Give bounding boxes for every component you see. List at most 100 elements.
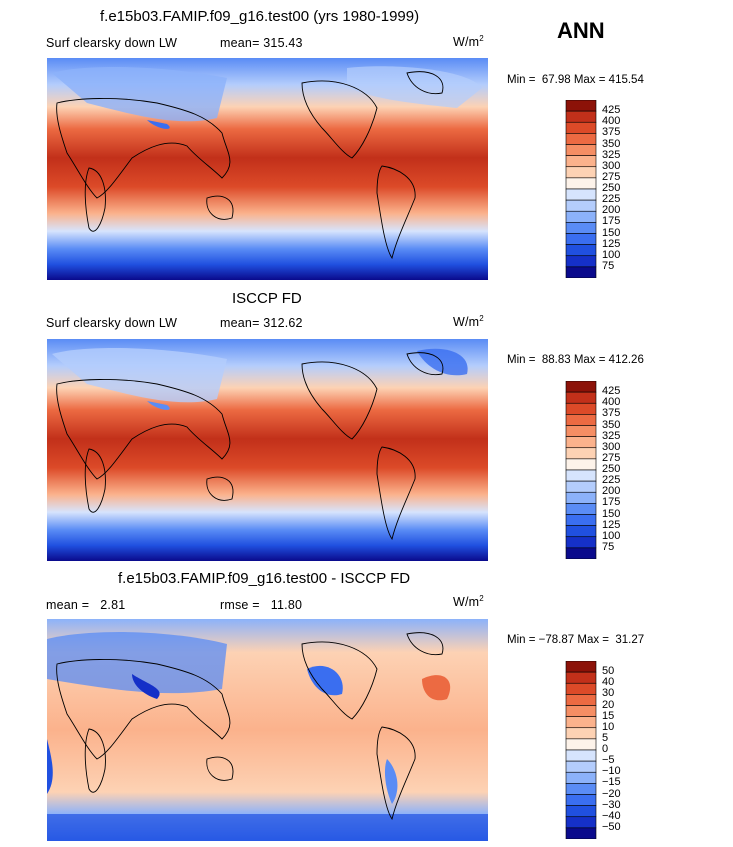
colorbar-box bbox=[565, 177, 597, 190]
colorbar-tick-label: 15 bbox=[602, 709, 615, 722]
colorbar-box bbox=[565, 233, 597, 245]
colorbar-tick-label: −5 bbox=[602, 754, 615, 767]
colorbar-tick-label: 100 bbox=[602, 248, 621, 261]
colorbar-tick-label: 10 bbox=[602, 720, 615, 733]
colorbar-tick-label: 40 bbox=[602, 676, 615, 689]
colorbar-tick-label: 300 bbox=[602, 159, 621, 172]
panel2-variable: Surf clearsky down LW bbox=[46, 316, 178, 330]
colorbar-tick-label: 100 bbox=[602, 529, 621, 542]
colorbar-tick-label: 150 bbox=[602, 507, 621, 520]
colorbar-box bbox=[565, 771, 597, 784]
colorbar-tick-label: 350 bbox=[602, 137, 621, 150]
panel2-minmax: Min = 88.83 Max = 412.26 bbox=[507, 354, 644, 366]
colorbar-tick-label: −50 bbox=[602, 820, 621, 833]
colorbar-box bbox=[565, 491, 597, 504]
colorbar-box bbox=[565, 244, 597, 257]
colorbar-box bbox=[565, 738, 597, 751]
colorbar-box bbox=[565, 525, 597, 538]
colorbar-tick-label: 30 bbox=[602, 687, 615, 700]
panel1-units: W/m2 bbox=[453, 34, 484, 50]
panel2-mean: mean= 312.62 bbox=[220, 316, 303, 330]
colorbar-tick-label: −20 bbox=[602, 787, 621, 800]
colorbar-box bbox=[565, 827, 597, 839]
colorbar-box bbox=[565, 414, 597, 426]
colorbar-box bbox=[565, 155, 597, 168]
colorbar-tick-label: 400 bbox=[602, 115, 621, 128]
colorbar-box bbox=[565, 166, 597, 179]
season-label: ANN bbox=[557, 18, 605, 43]
panel1-minmax: Min = 67.98 Max = 415.54 bbox=[507, 74, 644, 86]
panel1-variable: Surf clearsky down LW bbox=[46, 36, 178, 50]
colorbar-box bbox=[565, 391, 597, 404]
colorbar-tick-label: 325 bbox=[602, 148, 621, 161]
colorbar-tick-label: −10 bbox=[602, 765, 621, 778]
colorbar-tick-label: 75 bbox=[602, 540, 615, 553]
colorbar-tick-label: −40 bbox=[602, 809, 621, 822]
colorbar-tick-label: −15 bbox=[602, 776, 621, 789]
colorbar-box bbox=[565, 110, 597, 123]
colorbar-box bbox=[565, 469, 597, 482]
colorbar-box bbox=[565, 682, 597, 695]
colorbar-tick-label: 125 bbox=[602, 518, 621, 531]
panel1-colorbar-labels: 425 400 375 350 325 300 275 250 225 200 175 150 125 1… bbox=[602, 100, 642, 278]
panel3-map bbox=[47, 619, 488, 841]
panel3-mean: mean = 2.81 bbox=[46, 598, 126, 612]
colorbar-tick-label: 20 bbox=[602, 698, 615, 711]
colorbar-tick-label: 350 bbox=[602, 418, 621, 431]
colorbar-box bbox=[565, 210, 597, 223]
colorbar-box bbox=[565, 503, 597, 515]
colorbar-box bbox=[565, 222, 597, 234]
colorbar-box bbox=[565, 266, 597, 278]
colorbar-box bbox=[565, 514, 597, 526]
panel2-title: ISCCP FD bbox=[232, 290, 302, 307]
colorbar-box bbox=[565, 199, 597, 212]
panel2-mean-value: 312.62 bbox=[263, 316, 303, 330]
colorbar-box bbox=[565, 402, 597, 415]
colorbar-box bbox=[565, 805, 597, 818]
colorbar-tick-label: 275 bbox=[602, 451, 621, 464]
colorbar-box bbox=[565, 727, 597, 740]
panel3-rmse: rmse = 11.80 bbox=[220, 598, 303, 612]
colorbar-box bbox=[565, 705, 597, 717]
panel2-units: W/m2 bbox=[453, 314, 484, 330]
colorbar-tick-label: 175 bbox=[602, 496, 621, 509]
colorbar-tick-label: 375 bbox=[602, 126, 621, 139]
colorbar-box bbox=[565, 133, 597, 145]
colorbar-tick-label: 300 bbox=[602, 440, 621, 453]
panel3-units: W/m2 bbox=[453, 594, 484, 610]
colorbar-box bbox=[565, 816, 597, 829]
panel2-mean-label: mean= bbox=[220, 316, 260, 330]
colorbar-tick-label: 400 bbox=[602, 396, 621, 409]
colorbar-box bbox=[565, 121, 597, 134]
colorbar-box bbox=[565, 783, 597, 795]
colorbar-box bbox=[565, 694, 597, 706]
colorbar-tick-label: 5 bbox=[602, 731, 609, 744]
colorbar-box bbox=[565, 188, 597, 201]
colorbar-tick-label: 0 bbox=[602, 743, 609, 755]
colorbar-box bbox=[565, 760, 597, 773]
colorbar-tick-label: 225 bbox=[602, 193, 621, 206]
panel3-colorbar bbox=[565, 661, 597, 839]
panel3-colorbar-labels: 50 40 30 20 15 10 5 0 −5 −10 −15 −20 −30 −40 −50 bbox=[602, 661, 642, 839]
panel2-map bbox=[47, 339, 488, 561]
colorbar-tick-label: 75 bbox=[602, 259, 615, 272]
panel1-mean-label: mean= bbox=[220, 36, 260, 50]
panel1-mean-value: 315.43 bbox=[263, 36, 303, 50]
colorbar-box bbox=[565, 100, 597, 112]
colorbar-tick-label: 125 bbox=[602, 237, 621, 250]
colorbar-box bbox=[565, 458, 597, 471]
colorbar-box bbox=[565, 536, 597, 549]
colorbar-box bbox=[565, 749, 597, 762]
colorbar-box bbox=[565, 144, 597, 156]
colorbar-tick-label: 425 bbox=[602, 104, 621, 117]
colorbar-tick-label: 375 bbox=[602, 407, 621, 420]
panel3-minmax: Min = −78.87 Max = 31.27 bbox=[507, 634, 645, 646]
colorbar-tick-label: 250 bbox=[602, 182, 621, 194]
panel2-colorbar-labels: 425 400 375 350 325 300 275 250 225 200 175 150 125 1… bbox=[602, 381, 642, 559]
panel1-map bbox=[47, 58, 488, 280]
colorbar-box bbox=[565, 447, 597, 460]
panel1-title: f.e15b03.FAMIP.f09_g16.test00 (yrs 1980-… bbox=[100, 8, 420, 25]
colorbar-box bbox=[565, 480, 597, 493]
colorbar-box bbox=[565, 425, 597, 437]
colorbar-box bbox=[565, 794, 597, 806]
